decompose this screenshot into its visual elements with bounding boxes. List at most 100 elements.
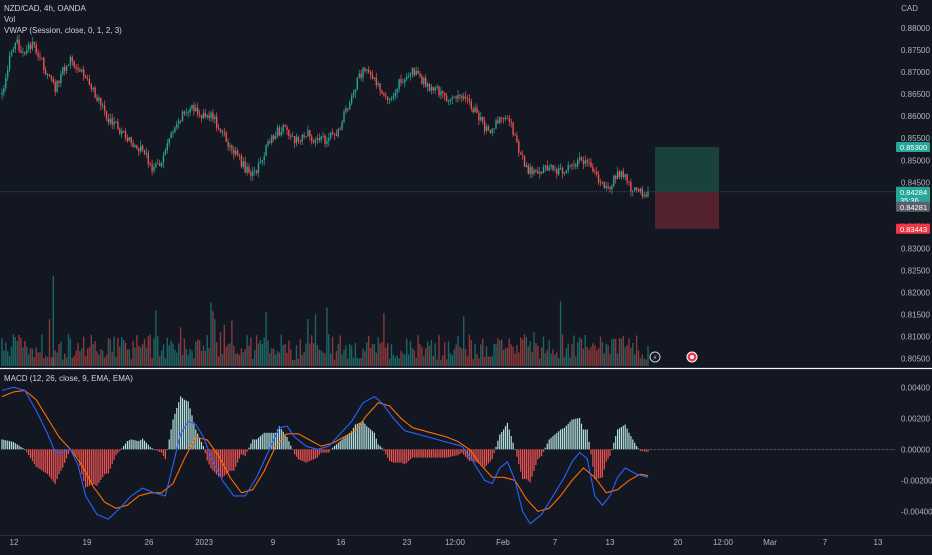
- macd-hist-bar: [320, 449, 322, 453]
- candle-body: [259, 161, 262, 163]
- candle-body: [586, 160, 588, 163]
- candle-body: [75, 66, 77, 69]
- volume-bar: [394, 357, 396, 366]
- macd-hist-bar: [238, 449, 241, 459]
- candle-body: [274, 136, 277, 139]
- macd-hist-bar: [620, 427, 622, 450]
- macd-hist-bar: [603, 449, 605, 470]
- macd-hist-bar: [96, 449, 98, 486]
- volume-bar: [615, 338, 617, 366]
- position-tool[interactable]: [655, 147, 719, 229]
- macd-hist-bar: [438, 449, 440, 458]
- macd-hist-bar: [187, 401, 189, 450]
- candle-body: [119, 129, 121, 135]
- macd-hist-bar: [598, 449, 600, 479]
- candle-body: [426, 83, 429, 87]
- macd-hist-bar: [457, 449, 459, 456]
- volume-bar: [307, 319, 309, 366]
- volume-bar: [409, 340, 412, 366]
- macd-hist-bar: [143, 440, 146, 450]
- macd-hist-bar: [497, 440, 499, 450]
- volume-bar: [41, 334, 43, 366]
- macd-hist-bar: [476, 449, 478, 463]
- candle-body: [459, 94, 461, 96]
- candle-body: [607, 186, 609, 188]
- volume-bar: [45, 356, 47, 366]
- macd-hist-bar: [535, 449, 537, 466]
- volume-bar: [634, 354, 636, 366]
- macd-hist-bar: [586, 429, 588, 450]
- macd-hist-bar: [596, 449, 598, 479]
- candle-body: [111, 118, 113, 125]
- volume-bar: [590, 347, 592, 366]
- candle-body: [423, 77, 425, 85]
- macd-hist-bar: [432, 449, 434, 458]
- volume-bar: [453, 349, 455, 366]
- volume-bar: [529, 341, 531, 366]
- macd-hist-bar: [33, 449, 35, 464]
- candle-body: [48, 74, 51, 76]
- volume-bar: [299, 339, 301, 366]
- macd-hist-bar: [261, 434, 263, 450]
- macd-hist-bar: [170, 429, 172, 450]
- candle-body: [575, 164, 577, 167]
- volume-bar: [368, 335, 370, 366]
- macd-hist-bar: [263, 432, 265, 450]
- volume-bar: [297, 358, 300, 366]
- candle-body: [622, 171, 624, 178]
- candle-body: [314, 140, 317, 143]
- volume-bar: [103, 357, 106, 366]
- volume-bar: [179, 327, 182, 366]
- candle-body: [506, 117, 509, 119]
- volume-bar: [438, 334, 440, 366]
- candle-body: [132, 142, 134, 147]
- macd-hist-bar: [66, 449, 68, 459]
- macd-hist-bar: [16, 444, 18, 450]
- macd-hist-bar: [149, 446, 151, 450]
- vwap-legend[interactable]: VWAP (Session, close, 0, 1, 2, 3): [4, 26, 122, 35]
- economic-event-marker[interactable]: [686, 351, 698, 363]
- volume-bar: [185, 348, 187, 366]
- volume-bar: [345, 345, 347, 366]
- volume-bar: [421, 347, 423, 366]
- volume-bar: [434, 343, 436, 366]
- macd-legend[interactable]: MACD (12, 26, close, 9, EMA, EMA): [4, 374, 133, 383]
- candle-body: [647, 191, 649, 197]
- macd-hist-bar: [231, 449, 233, 471]
- vol-legend[interactable]: Vol: [4, 15, 16, 24]
- candle-body: [229, 145, 231, 147]
- candle-body: [559, 167, 562, 169]
- symbol-title[interactable]: NZD/CAD, 4h, OANDA: [4, 4, 86, 13]
- volume-bar: [383, 313, 385, 366]
- event-markers[interactable]: ⚡: [649, 351, 698, 363]
- macd-hist-bar: [615, 436, 617, 450]
- candle-body: [580, 157, 583, 161]
- volume-bar: [578, 337, 581, 366]
- volume-bar: [107, 338, 110, 366]
- macd-hist-bar: [290, 445, 292, 450]
- macd-hist-bar: [645, 449, 647, 452]
- volume-bar: [552, 349, 554, 366]
- candle-body: [292, 136, 294, 137]
- volume-bar: [314, 314, 317, 366]
- macd-hist-bar: [607, 449, 609, 459]
- volume-bar: [172, 343, 174, 366]
- volume-bar: [273, 348, 275, 366]
- volume-bar: [558, 358, 560, 366]
- volume-bar: [221, 354, 224, 366]
- volume-bar: [459, 346, 461, 366]
- candle-body: [540, 172, 543, 174]
- flash-event-marker[interactable]: ⚡: [649, 351, 661, 363]
- time-tick-label: 9: [271, 538, 276, 547]
- candle-body: [330, 132, 332, 139]
- macd-hist-bar: [512, 442, 514, 450]
- candle-body: [147, 152, 149, 165]
- candle-body: [45, 70, 47, 75]
- volume-bar: [52, 276, 54, 366]
- candle-body: [326, 141, 328, 144]
- candle-body: [409, 74, 412, 77]
- volume-bar: [27, 354, 30, 366]
- volume-bar: [563, 356, 566, 366]
- candle-body: [582, 160, 585, 164]
